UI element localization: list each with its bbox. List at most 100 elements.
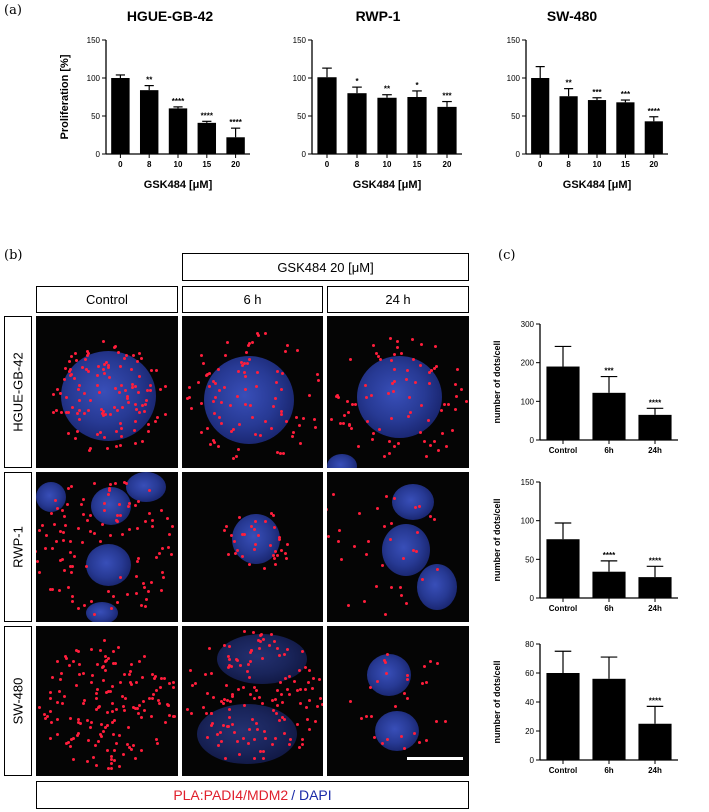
pla-dot	[400, 594, 403, 597]
pla-dot	[172, 715, 175, 718]
pla-dot	[402, 557, 405, 560]
pla-dot	[385, 495, 388, 498]
pla-dot	[206, 736, 209, 739]
pla-dot	[79, 722, 82, 725]
pla-dot	[78, 673, 81, 676]
pla-dot	[164, 413, 167, 416]
pla-dot	[85, 368, 88, 371]
pla-dot	[150, 581, 153, 584]
pla-dot	[295, 416, 298, 419]
pla-dot	[273, 557, 276, 560]
pla-dot	[200, 431, 203, 434]
x-axis-label: GSK484 [μM]	[563, 179, 632, 191]
pla-dot	[327, 535, 330, 538]
pla-dot	[440, 409, 443, 412]
x-tick-label: Control	[549, 766, 577, 775]
pla-dot	[77, 732, 80, 735]
pla-dot	[158, 702, 161, 705]
y-tick-label: 100	[507, 74, 521, 83]
pla-dot	[127, 401, 130, 404]
pla-dot	[71, 595, 74, 598]
pla-dot	[396, 346, 399, 349]
pla-dot	[443, 403, 446, 406]
pla-dot	[308, 394, 311, 397]
pla-dot	[166, 517, 169, 520]
y-tick-label: 0	[302, 150, 307, 159]
pla-dot	[63, 695, 66, 698]
pla-dot	[60, 672, 63, 675]
pla-dot	[244, 403, 247, 406]
micrograph-rwp1-24h	[327, 472, 469, 622]
pla-dot	[56, 701, 59, 704]
significance-label: ***	[592, 88, 602, 97]
pla-dot	[206, 692, 209, 695]
pla-dot	[67, 487, 70, 490]
pla-dot	[276, 554, 279, 557]
pla-dot	[116, 514, 119, 517]
significance-label: ****	[229, 118, 242, 127]
pla-dot	[428, 371, 431, 374]
pla-dot	[365, 396, 368, 399]
pla-dot	[253, 697, 256, 700]
pla-dot	[128, 528, 131, 531]
pla-dot	[126, 395, 129, 398]
pla-dot	[56, 660, 59, 663]
pla-dot	[89, 447, 92, 450]
pla-dot	[69, 374, 72, 377]
pla-dot	[82, 702, 85, 705]
pla-dot	[248, 563, 251, 566]
pla-dot	[123, 709, 126, 712]
pla-dot	[314, 426, 317, 429]
pla-dot	[168, 714, 171, 717]
pla-dot	[337, 396, 340, 399]
pla-dot	[109, 413, 112, 416]
pla-dot	[212, 380, 215, 383]
pla-dot	[86, 354, 89, 357]
micrograph-hgue-6h	[182, 316, 323, 468]
pla-dot	[286, 344, 289, 347]
pla-dot	[390, 522, 393, 525]
pla-dot	[131, 386, 134, 389]
dots-chart-sw480: 0 20 40 60 80 Control 6h 24h **** number of dots/…	[492, 640, 678, 775]
pla-dot	[93, 532, 96, 535]
pla-dot	[370, 394, 373, 397]
pla-dot	[143, 586, 146, 589]
pla-dot	[433, 440, 436, 443]
pla-dot	[411, 338, 414, 341]
row-label-hgue: HGUE-GB-42	[4, 316, 32, 468]
x-tick-label: 20	[649, 160, 658, 169]
pla-dot	[63, 378, 66, 381]
pla-dot	[339, 422, 342, 425]
proliferation-chart-sw480: 0 50 100 150 0 8 ** 10 *** 15 *** 20 **** GSK484 [μM]	[507, 36, 668, 191]
pla-dot	[347, 604, 350, 607]
pla-dot	[102, 368, 105, 371]
pla-dot	[134, 504, 137, 507]
pla-dot	[388, 452, 391, 455]
pla-dot	[117, 351, 120, 354]
pla-dot	[164, 721, 167, 724]
pla-dot	[118, 391, 121, 394]
pla-dot	[155, 556, 158, 559]
pla-dot	[276, 647, 279, 650]
pla-dot	[299, 688, 302, 691]
pla-dot	[137, 712, 140, 715]
pla-dot	[256, 728, 259, 731]
y-tick-label: 0	[96, 150, 101, 159]
pla-dot	[101, 412, 104, 415]
pla-dot	[114, 482, 117, 485]
pla-dot	[420, 404, 423, 407]
pla-dot	[414, 381, 417, 384]
pla-dot	[415, 550, 418, 553]
pla-dot	[433, 367, 436, 370]
pla-dot	[264, 520, 267, 523]
pla-dot	[383, 455, 386, 458]
pla-dot	[263, 730, 266, 733]
pla-dot	[103, 436, 106, 439]
pla-dot	[95, 764, 98, 767]
pla-dot	[269, 544, 272, 547]
row-label-sw480: SW-480	[4, 626, 32, 776]
x-tick-label: 15	[413, 160, 422, 169]
pla-dot	[454, 408, 457, 411]
pla-dot	[60, 411, 63, 414]
pla-dot	[433, 518, 436, 521]
